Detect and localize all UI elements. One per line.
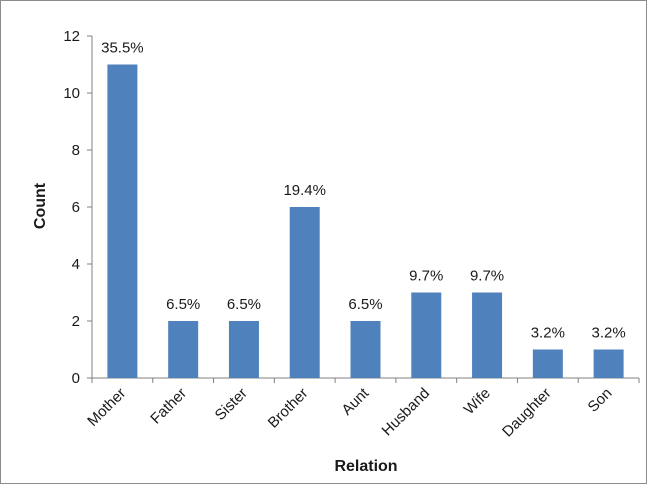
data-label: 9.7%	[409, 268, 443, 285]
data-label: 9.7%	[470, 268, 504, 285]
data-label: 6.5%	[227, 296, 261, 313]
x-tick-label: Daughter	[499, 385, 555, 441]
x-axis: Mother Father Sister Brother Aunt Husband Wife…	[84, 377, 640, 441]
bar-husband	[411, 292, 442, 378]
x-tick-label: Aunt	[338, 384, 372, 418]
bar-father	[168, 321, 199, 378]
x-tick-label: Father	[147, 385, 190, 428]
data-labels: 35.5% 6.5% 6.5% 19.4% 6.5% 9.7% 9.7% 3.2% 3.2%	[101, 40, 626, 342]
data-label: 35.5%	[101, 40, 144, 57]
bar-brother	[289, 207, 320, 378]
y-tick-label: 8	[72, 142, 80, 159]
bar-son	[593, 349, 624, 378]
y-axis-title: Count	[32, 182, 49, 229]
data-label: 19.4%	[283, 182, 326, 199]
y-axis: 0 2 4 6 8 10 12	[63, 28, 93, 387]
bars	[107, 64, 624, 378]
y-tick-label: 4	[72, 256, 80, 273]
data-label: 6.5%	[348, 296, 382, 313]
y-tick-label: 12	[63, 28, 80, 45]
y-tick-label: 2	[72, 313, 80, 330]
bar-wife	[472, 292, 503, 378]
y-tick-label: 10	[63, 85, 80, 102]
bar-sister	[228, 321, 259, 378]
bar-aunt	[350, 321, 381, 378]
x-tick-label: Son	[585, 385, 616, 416]
bar-daughter	[532, 349, 563, 378]
y-tick-label: 6	[72, 199, 80, 216]
data-label: 6.5%	[166, 296, 200, 313]
x-tick-label: Brother	[265, 385, 312, 432]
x-tick-label: Mother	[84, 385, 129, 430]
x-axis-title: Relation	[334, 458, 397, 475]
x-tick-label: Wife	[461, 385, 494, 418]
data-label: 3.2%	[531, 325, 565, 342]
bar-mother	[107, 64, 138, 378]
data-label: 3.2%	[592, 325, 626, 342]
y-tick-label: 0	[72, 370, 80, 387]
x-tick-label: Husband	[379, 385, 433, 439]
x-tick-label: Sister	[212, 385, 251, 424]
